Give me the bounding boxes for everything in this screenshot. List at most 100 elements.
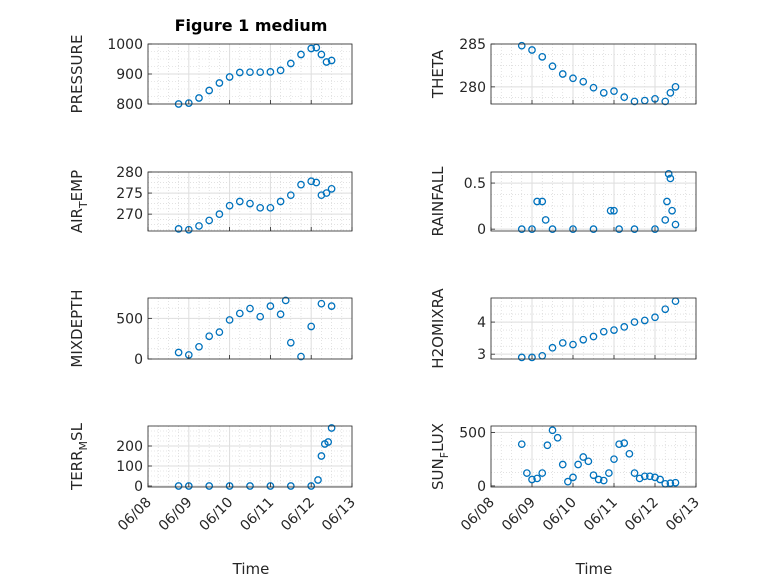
data-point [599,327,608,336]
data-point [605,469,613,477]
data-point [656,475,664,484]
y-tick-label: 3 [477,347,486,363]
data-point [558,460,567,469]
y-tick-label: 0 [134,352,143,368]
data-point [630,318,639,326]
data-point [256,68,265,77]
x-tick-label: 06/09 [156,495,196,535]
data-point [610,455,618,464]
data-point [307,322,316,331]
data-point [317,452,326,460]
data-point [276,310,285,319]
data-point [606,206,615,215]
data-point [523,469,531,477]
data-point [569,74,577,83]
data-point [538,53,547,61]
data-point [517,41,526,50]
data-point [610,206,618,215]
data-point [286,191,295,200]
data-point [205,86,214,95]
data-point [307,44,316,53]
data-point [548,343,557,352]
data-point [276,197,285,206]
data-point [256,312,265,321]
y-tick-label: 280 [116,165,143,181]
data-point [266,68,275,76]
data-point [615,440,623,449]
data-point [541,216,550,224]
data-point [610,326,618,334]
x-tick-label: 06/12 [622,495,662,535]
data-point [322,189,331,197]
subplot-terr-msl: 0 100 200 06/08 06/09 06/10 06/11 06/12 06/13 TER… [68,422,359,534]
data-point [564,477,572,486]
data-point [630,225,639,234]
subplot-pressure: 800 900 1000 PRESSURE [68,35,353,113]
data-point [651,313,659,322]
data-point [671,478,680,487]
y-tick-label: 800 [116,97,143,113]
subplot-h2omixra: 3 4 H2OMIXRA [429,288,697,369]
y-tick-label: 0 [477,479,486,495]
data-point [317,50,326,59]
data-point [266,203,275,212]
data-point [538,469,547,477]
data-point [579,453,588,461]
y-axis-label: AIRTEMP [68,170,90,233]
y-tick-label: 100 [116,459,143,475]
data-point [276,66,285,75]
data-point [646,472,654,481]
data-point [322,58,331,66]
data-point [528,225,536,234]
data-point [553,433,562,442]
axes-box [490,43,697,105]
y-tick-label: 280 [459,80,486,96]
axes-box [147,425,353,488]
data-point [205,332,214,341]
x-tick-label: 06/11 [581,495,621,535]
data-point [528,353,536,362]
data-point [610,87,618,95]
data-point [327,56,336,65]
data-point [664,169,673,178]
data-point [317,299,326,308]
data-point [184,482,193,490]
x-tick-label: 06/12 [278,495,318,535]
data-point [548,225,557,234]
data-point [174,225,183,233]
data-point [266,302,275,310]
data-point [297,180,305,189]
data-point [599,476,608,485]
data-point [184,225,193,234]
data-point [589,83,598,92]
y-tick-label: 200 [116,439,143,455]
axes-box [490,297,697,360]
data-point [594,475,603,484]
data-point [327,424,336,432]
subplot-air-temp: 270 275 280 AIRTEMP [68,165,353,234]
data-point [327,302,336,310]
data-point [205,482,214,490]
plot-area [148,172,352,231]
data-point [235,68,244,77]
data-point [246,199,254,208]
data-point [533,197,541,206]
data-point [195,222,203,230]
data-point [569,340,577,349]
data-point [235,309,244,318]
y-tick-label: 285 [459,37,486,53]
y-tick-label: 0.5 [464,176,486,192]
subplot-mixdepth: 0 500 MIXDEPTH [68,289,353,368]
data-point [579,77,588,86]
data-point [235,197,244,206]
data-point [307,177,316,186]
data-point [661,305,670,314]
data-point [668,206,676,215]
data-point [324,438,333,446]
data-point [225,201,234,210]
x-axis-label-left: Time [232,560,270,578]
axes-box [490,171,697,232]
data-point [671,83,680,91]
data-point [538,197,547,206]
